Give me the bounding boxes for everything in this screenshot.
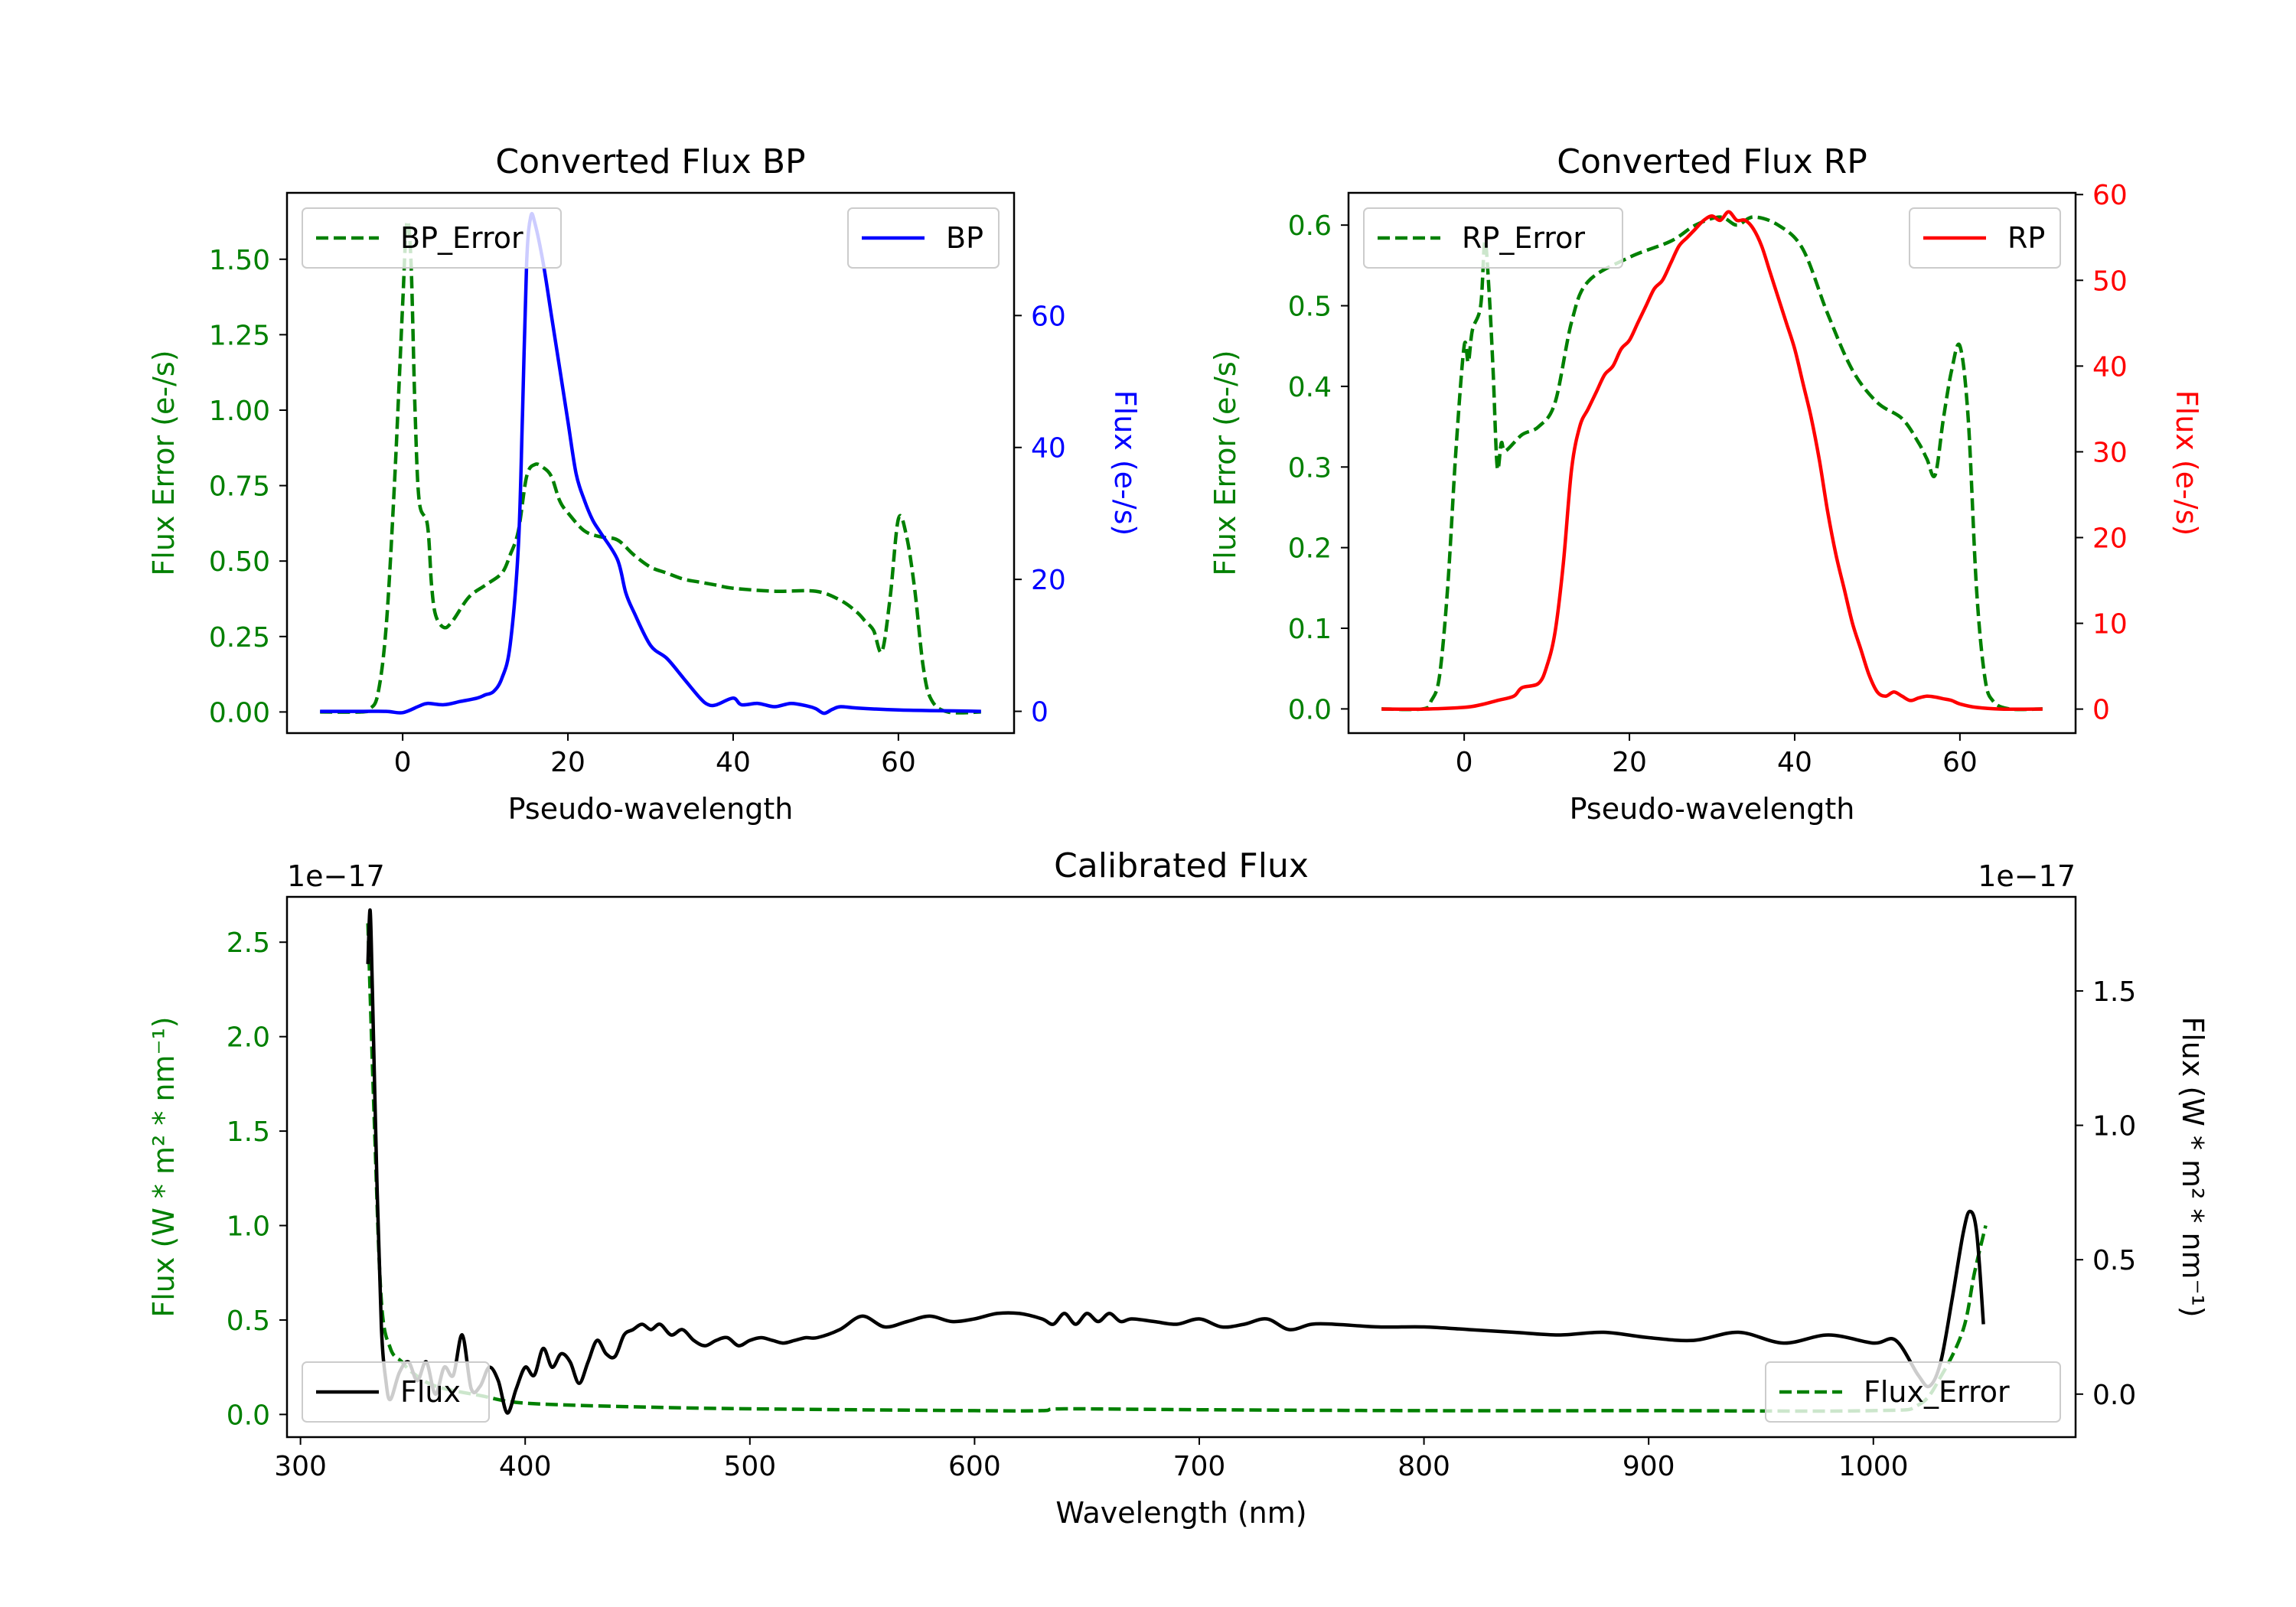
rp-axes-frame	[1347, 191, 2077, 735]
bp-legend-bp: BP	[847, 207, 1000, 269]
rp-left-tick-label: 0.0	[1288, 694, 1332, 725]
bp-x-axis-label: Pseudo-wavelength	[508, 792, 794, 826]
cal-left-axis-label: Flux (W * m² * nm⁻¹)	[147, 1016, 181, 1317]
cal-legend-flux: Flux	[302, 1361, 490, 1423]
cal-left-offset-text: 1e−17	[287, 859, 385, 893]
cal-axes-frame	[285, 895, 2077, 1439]
rp-series-rp-error-line	[1381, 215, 2043, 712]
legend-box	[302, 207, 562, 269]
bp-legend-bp-error: BP_Error	[302, 207, 562, 269]
rp-x-axis-label: Pseudo-wavelength	[1570, 792, 1855, 826]
bp-series-bp-line	[320, 212, 981, 715]
rp-right-tick-label: 30	[2092, 437, 2128, 468]
bp-left-tick-label: 0.50	[209, 546, 270, 578]
legend-box	[1363, 207, 1623, 269]
bp-right-tick-label: 60	[1031, 301, 1066, 332]
cal-x-tick-label: 800	[1397, 1451, 1450, 1482]
bp-left-tick-label: 0.00	[209, 697, 270, 729]
bp-left-tick-label: 1.50	[209, 245, 270, 276]
cal-left-tick-label: 1.0	[227, 1211, 270, 1243]
rp-right-tick-label: 0	[2092, 695, 2110, 726]
bp-left-tick-label: 0.25	[209, 622, 270, 654]
rp-plot: 0 20 40 60 0.0 0.1 0.2 0.3 0.4 0.5 0.6 0 10 20 30 40 50 6…	[1208, 142, 2203, 826]
cal-x-tick-label: 1000	[1838, 1451, 1909, 1482]
legend-box	[1765, 1361, 2061, 1423]
rp-series-rp-line	[1381, 210, 2043, 712]
cal-left-tick-label: 1.5	[227, 1116, 270, 1148]
cal-left-tick-label: 0.0	[227, 1400, 270, 1431]
cal-left-tick-label: 0.5	[227, 1305, 270, 1337]
cal-plot: 300 400 500 600 700 800 900 1000 0.0 0.5 1.0 1.5 2.0…	[147, 846, 2210, 1530]
bp-right-tick-label: 0	[1031, 697, 1049, 729]
rp-left-tick-label: 0.3	[1288, 452, 1332, 484]
rp-legend-rp: RP	[1909, 207, 2061, 269]
bp-left-tick-label: 1.00	[209, 396, 270, 427]
bp-series-bp-error-line	[320, 219, 981, 715]
legend-label: Flux_Error	[1864, 1375, 2010, 1409]
rp-right-tick-label: 20	[2092, 523, 2128, 554]
bp-left-axis-label: Flux Error (e-/s)	[147, 350, 181, 575]
bp-x-tick-label: 40	[716, 747, 751, 778]
bp-right-tick-label: 20	[1031, 565, 1066, 596]
bp-series-group	[320, 212, 981, 715]
bp-plot: 0 20 40 60 0.00 0.25 0.50 0.75 1.00 1.25 1.50 0 20 40…	[147, 142, 1142, 826]
cal-x-tick-label: 300	[274, 1451, 327, 1482]
bp-x-tick-label: 20	[550, 747, 585, 778]
rp-x-tick-label: 20	[1612, 747, 1647, 778]
cal-right-tick-label: 0.0	[2092, 1380, 2136, 1411]
cal-right-tick-label: 1.0	[2092, 1111, 2136, 1143]
bp-axes-frame	[285, 191, 1016, 735]
cal-legend-flux-error: Flux_Error	[1765, 1361, 2061, 1423]
rp-right-tick-label: 10	[2092, 609, 2128, 641]
rp-right-tick-label: 60	[2092, 180, 2128, 211]
bp-x-tick-label: 60	[881, 747, 916, 778]
legend-label: Flux	[400, 1375, 461, 1409]
legend-label: RP	[2007, 221, 2045, 255]
legend-label: BP	[946, 221, 983, 255]
rp-left-axis-label: Flux Error (e-/s)	[1208, 350, 1242, 575]
cal-right-offset-text: 1e−17	[1978, 859, 2076, 893]
bp-left-tick-label: 1.25	[209, 320, 270, 351]
rp-x-tick-label: 0	[1456, 747, 1473, 778]
cal-right-tick-label: 0.5	[2092, 1245, 2136, 1276]
cal-right-axis-label: Flux (W * m² * nm⁻¹)	[2176, 1016, 2210, 1317]
cal-x-tick-label: 500	[723, 1451, 776, 1482]
bp-right-axis-label: Flux (e-/s)	[1108, 390, 1142, 536]
cal-right-tick-label: 1.5	[2092, 976, 2136, 1008]
cal-left-tick-label: 2.0	[227, 1022, 270, 1054]
cal-x-tick-label: 600	[948, 1451, 1001, 1482]
rp-right-axis-label: Flux (e-/s)	[2170, 390, 2203, 536]
bp-title: Converted Flux BP	[495, 142, 805, 181]
rp-right-tick-label: 40	[2092, 351, 2128, 383]
rp-right-tick-label: 50	[2092, 266, 2128, 297]
cal-x-tick-label: 900	[1623, 1451, 1675, 1482]
rp-left-tick-label: 0.6	[1288, 210, 1332, 242]
bp-x-tick-label: 0	[394, 747, 412, 778]
cal-x-tick-label: 400	[499, 1451, 552, 1482]
bp-right-tick-label: 40	[1031, 433, 1066, 464]
rp-left-tick-label: 0.5	[1288, 292, 1332, 323]
rp-legend-rp-error: RP_Error	[1363, 207, 1623, 269]
rp-title: Converted Flux RP	[1557, 142, 1867, 181]
rp-x-tick-label: 60	[1942, 747, 1978, 778]
legend-label: RP_Error	[1462, 221, 1585, 255]
rp-series-group	[1381, 210, 2043, 712]
rp-left-tick-label: 0.1	[1288, 614, 1332, 645]
legend-box	[302, 1361, 490, 1423]
rp-x-tick-label: 40	[1777, 747, 1812, 778]
cal-left-tick-label: 2.5	[227, 927, 270, 959]
rp-left-tick-label: 0.2	[1288, 533, 1332, 565]
rp-left-tick-label: 0.4	[1288, 372, 1332, 403]
legend-label: BP_Error	[400, 221, 523, 255]
cal-x-tick-label: 700	[1173, 1451, 1226, 1482]
cal-title: Calibrated Flux	[1054, 846, 1309, 885]
bp-left-tick-label: 0.75	[209, 471, 270, 503]
cal-x-axis-label: Wavelength (nm)	[1055, 1496, 1306, 1530]
